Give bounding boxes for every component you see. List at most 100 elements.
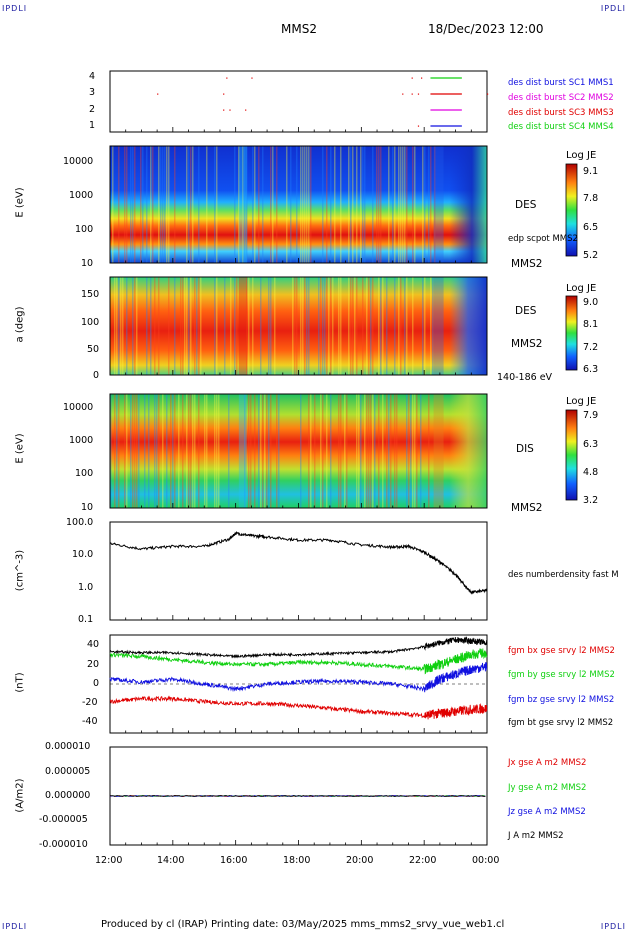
b-ytick-40: 40 bbox=[87, 639, 100, 650]
xtick-2200: 22:00 bbox=[409, 855, 437, 866]
bx-legend: fgm bx gse srvy l2 MMS2 bbox=[508, 646, 615, 656]
des-colorbar-title: Log JE bbox=[566, 150, 597, 161]
xtick-1400: 14:00 bbox=[157, 855, 185, 866]
burst-ytick-2: 2 bbox=[89, 104, 96, 115]
des-cbar-tick-4: 5.2 bbox=[583, 250, 599, 261]
dis-energy-spectrogram-texture bbox=[110, 394, 430, 508]
burst-dot-2 bbox=[223, 109, 225, 111]
des-energy-spectrogram-fill bbox=[110, 146, 487, 263]
burst-dot-5 bbox=[226, 77, 228, 79]
burst-dot-3 bbox=[229, 109, 231, 111]
pa-cbar-tick-4: 6.3 bbox=[583, 364, 599, 375]
jy-legend: Jy gse A m2 MMS2 bbox=[508, 783, 587, 793]
current-ylabel: (A/m2) bbox=[14, 778, 26, 813]
dis-ytick-10: 10 bbox=[81, 502, 94, 513]
j-series-line bbox=[110, 795, 486, 797]
pa-ytick-0: 0 bbox=[93, 370, 100, 381]
pa-ytick-150: 150 bbox=[81, 289, 100, 300]
bx-series-line bbox=[109, 695, 488, 720]
des-scpot-label: edp scpot MMS2 bbox=[508, 234, 578, 244]
xtick-2000: 20:00 bbox=[346, 855, 374, 866]
burst-dot-4 bbox=[245, 109, 247, 111]
dis-energy-spectrogram-feature-2 bbox=[433, 394, 444, 508]
des-energy-spectrogram-colorbar bbox=[565, 163, 578, 257]
bfield-ylabel: (nT) bbox=[14, 672, 26, 693]
b-ytick-m20: -20 bbox=[82, 697, 98, 708]
des-energy-spectrogram-end-region bbox=[449, 146, 487, 263]
des-cbar-tick-3: 6.5 bbox=[583, 222, 599, 233]
des-pitch-angle-spectrogram-feature-2 bbox=[433, 277, 444, 375]
spacecraft-title: MMS2 bbox=[281, 22, 317, 36]
burst-dot-7 bbox=[402, 93, 404, 95]
dis-ytick-1000: 1000 bbox=[69, 435, 94, 446]
dis-cbar-tick-2: 6.3 bbox=[583, 439, 599, 450]
dens-ytick-1: 1.0 bbox=[78, 582, 94, 593]
des-pitch-angle-spectrogram-end-region bbox=[449, 277, 487, 375]
density-ylabel: (cm^-3) bbox=[14, 549, 26, 592]
burst-dot-11 bbox=[421, 77, 423, 79]
pa-cbar-tick-1: 9.0 bbox=[583, 297, 599, 308]
j-legend: J A m2 MMS2 bbox=[508, 831, 564, 841]
des-sc-label: MMS2 bbox=[511, 258, 543, 270]
datetime-title: 18/Dec/2023 12:00 bbox=[428, 22, 544, 36]
des-energy-spectrogram-texture bbox=[112, 146, 436, 263]
burst-dot-1 bbox=[223, 93, 225, 95]
burst-dot-0 bbox=[157, 93, 159, 95]
bz-series-line bbox=[109, 662, 488, 693]
corner-label-bottom-left: IPDLI bbox=[2, 922, 28, 931]
des-pitch-angle-spectrogram-colorbar bbox=[565, 295, 578, 371]
des-ytick-1000: 1000 bbox=[69, 190, 94, 201]
dis-sc-label: MMS2 bbox=[511, 502, 543, 514]
burst-legend-sc4: des dist burst SC4 MMS4 bbox=[508, 122, 614, 132]
jx-legend: Jx gse A m2 MMS2 bbox=[508, 758, 587, 768]
j-ytick-2: 0.000005 bbox=[45, 766, 91, 777]
dis-energy-spectrogram-end-region bbox=[449, 394, 487, 508]
dens-ytick-100: 100.0 bbox=[66, 517, 94, 528]
des-pitch-angle-spectrogram-feature-1 bbox=[238, 277, 247, 375]
burst-dot-12 bbox=[417, 125, 420, 127]
footer-credits: Produced by cl (IRAP) Printing date: 03/… bbox=[101, 919, 505, 930]
dis-ytick-10000: 10000 bbox=[63, 402, 94, 413]
des-ytick-10000: 10000 bbox=[63, 156, 94, 167]
des-energy-ylabel: E (eV) bbox=[14, 187, 26, 218]
burst-ytick-1: 1 bbox=[89, 120, 96, 131]
bt-series-line bbox=[109, 636, 488, 659]
pa-species-label: DES bbox=[515, 305, 537, 317]
pa-ytick-100: 100 bbox=[81, 317, 100, 328]
b-ytick-0: 0 bbox=[93, 678, 100, 689]
density-panel-frame bbox=[109, 521, 488, 621]
xtick-1600: 16:00 bbox=[220, 855, 248, 866]
burst-dot-8 bbox=[411, 93, 413, 95]
j-ytick-5: -0.000010 bbox=[39, 839, 88, 850]
pa-sc-label: MMS2 bbox=[511, 338, 543, 350]
dis-energy-spectrogram-colorbar bbox=[565, 409, 578, 501]
dis-cbar-tick-1: 7.9 bbox=[583, 410, 599, 421]
dis-colorbar-title: Log JE bbox=[566, 396, 597, 407]
density-series-line bbox=[109, 530, 488, 595]
pa-ytick-50: 50 bbox=[87, 344, 100, 355]
dis-energy-ylabel: E (eV) bbox=[14, 433, 26, 464]
dis-species-label: DIS bbox=[516, 443, 534, 455]
density-legend: des numberdensity fast M bbox=[508, 570, 619, 580]
corner-label-top-right: IPDLI bbox=[600, 4, 626, 13]
des-energy-spectrogram-feature-2 bbox=[433, 146, 444, 263]
des-species-label: DES bbox=[515, 199, 537, 211]
burst-legend-sc1: des dist burst SC1 MMS1 bbox=[508, 78, 614, 88]
des-pitch-angle-spectrogram-texture bbox=[114, 277, 434, 375]
by-series-line bbox=[109, 648, 488, 675]
bt-legend: fgm bt gse srvy l2 MMS2 bbox=[508, 718, 614, 728]
burst-legend-sc3: des dist burst SC3 MMS3 bbox=[508, 108, 614, 118]
burst-panel-frame bbox=[109, 70, 488, 133]
des-pitch-angle-spectrogram-fill bbox=[110, 277, 487, 375]
pitch-angle-ylabel: a (deg) bbox=[14, 306, 26, 343]
burst-ytick-3: 3 bbox=[89, 87, 96, 98]
dis-cbar-tick-3: 4.8 bbox=[583, 467, 599, 478]
des-energy-spectrogram-feature-1 bbox=[238, 146, 247, 263]
pa-energy-range-label: 140-186 eV bbox=[497, 372, 553, 383]
pa-colorbar-title: Log JE bbox=[566, 283, 597, 294]
j-ytick-4: -0.000005 bbox=[39, 814, 88, 825]
j-ytick-1: 0.000010 bbox=[45, 741, 91, 752]
dis-ytick-100: 100 bbox=[75, 468, 94, 479]
b-ytick-20: 20 bbox=[87, 659, 100, 670]
